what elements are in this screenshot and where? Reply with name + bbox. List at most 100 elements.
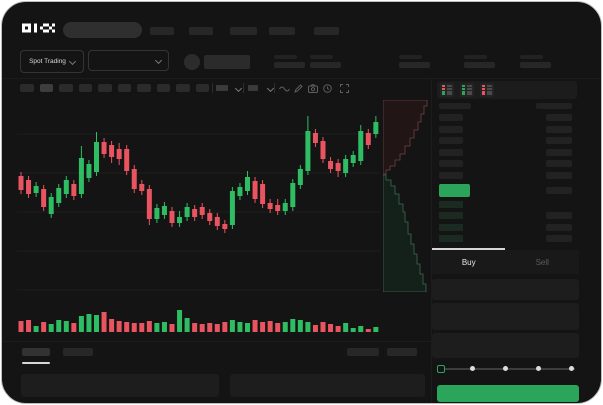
orders-table-skeleton [21, 374, 219, 397]
bid-price-skeleton[interactable] [439, 223, 463, 231]
interval-pill[interactable] [156, 84, 170, 92]
book-icon-line [447, 85, 452, 87]
clock-icon[interactable] [323, 84, 332, 93]
ask-amount-skeleton[interactable] [546, 137, 572, 145]
ask-amount-skeleton[interactable] [546, 148, 572, 156]
total-field-skeleton[interactable] [432, 333, 579, 358]
ask-price-skeleton[interactable] [439, 137, 463, 145]
nav-item-skeleton[interactable] [189, 27, 213, 35]
wave-icon[interactable] [279, 84, 290, 93]
bid-price-skeleton[interactable] [439, 200, 463, 208]
buy-tab-label: Buy [461, 257, 476, 267]
ask-price-skeleton[interactable] [439, 125, 463, 133]
orderbook-toolbar [437, 81, 577, 99]
book-icon-bar [462, 85, 465, 87]
slider-step-dot[interactable] [535, 366, 541, 371]
interval-pill[interactable] [98, 84, 112, 92]
depth-chart[interactable] [383, 100, 430, 292]
slider-step-dot[interactable] [568, 366, 574, 371]
orders-tab-skeleton[interactable] [63, 348, 93, 356]
ask-amount-skeleton[interactable] [546, 186, 572, 194]
book-icon-row [482, 90, 492, 93]
ask-amount-skeleton[interactable] [546, 160, 572, 168]
chevron-down-icon[interactable] [266, 84, 275, 93]
amount-slider[interactable] [437, 364, 577, 374]
book-icon-row [462, 85, 472, 87]
ask-amount-skeleton[interactable] [546, 172, 572, 179]
chevron-down-icon[interactable] [234, 84, 243, 93]
ask-amount-skeleton[interactable] [546, 125, 572, 133]
book-asks-icon[interactable] [480, 83, 494, 97]
interval-pill[interactable] [59, 84, 73, 92]
interval-pill[interactable] [137, 84, 151, 92]
interval-pill[interactable] [195, 84, 209, 92]
tab-buy[interactable]: Buy [432, 250, 506, 274]
book-icon-line [447, 90, 452, 93]
order-book [439, 101, 572, 247]
interval-pill[interactable] [78, 84, 92, 92]
book-icon-bar [482, 85, 485, 87]
price-field-skeleton[interactable] [432, 279, 579, 300]
orders-tab-active-skeleton[interactable] [22, 348, 50, 356]
nav-item-skeleton[interactable] [269, 27, 295, 35]
search-input[interactable] [63, 22, 142, 38]
bid-amount-skeleton[interactable] [546, 235, 572, 243]
tab-sell[interactable]: Sell [506, 250, 580, 274]
orders-action-skeleton[interactable] [387, 348, 417, 356]
volume-chart[interactable] [17, 298, 380, 332]
sell-tab-label: Sell [535, 257, 549, 267]
bid-price-skeleton[interactable] [439, 212, 463, 220]
slider-handle[interactable] [437, 364, 445, 373]
book-combined-icon[interactable] [440, 83, 454, 97]
interval-pill[interactable] [117, 84, 131, 92]
nav-item-skeleton[interactable] [314, 27, 339, 35]
book-icon-bar [462, 93, 465, 96]
slider-step-dot[interactable] [469, 366, 475, 371]
stat-value-skeleton [274, 62, 305, 68]
book-icon-line [487, 93, 492, 96]
amount-field-skeleton[interactable] [432, 303, 579, 330]
book-icon-line [467, 90, 472, 93]
orders-action-skeleton[interactable] [347, 348, 379, 356]
stat-value-skeleton [464, 62, 495, 68]
indicator-dropdown[interactable] [216, 85, 228, 91]
slider-step-dot[interactable] [502, 366, 508, 371]
book-bids-icon[interactable] [460, 83, 474, 97]
pencil-icon[interactable] [294, 84, 303, 93]
overlay-dropdown[interactable] [248, 85, 258, 91]
nav-item-skeleton[interactable] [230, 27, 257, 35]
pair-name-skeleton [204, 55, 250, 69]
candlestick-chart[interactable] [17, 100, 380, 292]
book-icon-line [467, 93, 472, 96]
ask-price-skeleton[interactable] [439, 172, 463, 179]
okx-logo[interactable] [22, 23, 55, 33]
stat-label-skeleton [274, 55, 297, 59]
book-icon-row [462, 93, 472, 96]
last-price-badge[interactable] [439, 183, 470, 197]
toolbar-divider [212, 83, 213, 93]
chevron-down-icon [154, 56, 163, 64]
ask-price-skeleton[interactable] [439, 148, 463, 156]
pair-selector[interactable] [88, 50, 169, 71]
panel-divider [431, 79, 432, 403]
buy-submit-button[interactable] [437, 385, 579, 402]
bid-amount-skeleton[interactable] [546, 212, 572, 220]
toolbar-divider [243, 83, 244, 93]
ask-price-skeleton[interactable] [439, 114, 463, 121]
camera-icon[interactable] [308, 84, 318, 93]
ask-price-skeleton[interactable] [439, 160, 463, 168]
market-type-selector[interactable]: Spot Trading [20, 50, 84, 73]
trade-tabs: Buy Sell [432, 250, 579, 274]
fullscreen-icon[interactable] [340, 84, 349, 93]
interval-pill[interactable] [176, 84, 190, 92]
interval-pill[interactable] [39, 84, 53, 92]
buy-tab-indicator [432, 248, 505, 250]
volume-svg [18, 310, 379, 332]
nav-item-skeleton[interactable] [150, 27, 174, 35]
ask-amount-skeleton[interactable] [546, 114, 572, 121]
toolbar-divider [274, 83, 275, 93]
bid-amount-skeleton[interactable] [546, 223, 572, 231]
bid-price-skeleton[interactable] [439, 235, 463, 243]
book-icon-line [487, 90, 492, 93]
interval-pill[interactable] [20, 84, 34, 92]
